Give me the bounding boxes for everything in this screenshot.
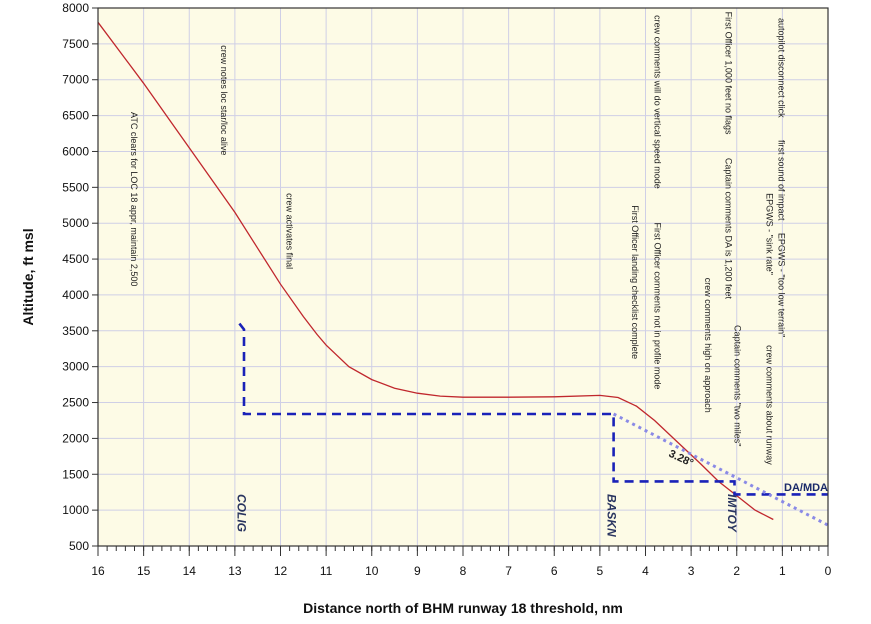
series-line-flight-path [97, 21, 774, 521]
x-tick-label: 0 [825, 564, 832, 578]
annotation-label: crew notes loc star/loc alive [219, 45, 229, 155]
x-tick-label: 10 [365, 564, 379, 578]
annotation-label: crew comments will do vertical speed mod… [653, 15, 663, 189]
grid [97, 7, 829, 547]
annotation-label: EPGWS - "too low terrain" [777, 233, 787, 337]
annotation-label: Captain comments "two miles" [732, 325, 742, 446]
y-tick-label: 6000 [62, 144, 89, 158]
annotation-label: crew comments about runway [764, 345, 774, 465]
x-tick-label: 8 [460, 564, 467, 578]
waypoint-label: BASKN [604, 494, 618, 537]
y-tick-label: 1500 [62, 467, 89, 481]
y-tick-label: 8000 [62, 1, 89, 15]
x-tick-label: 2 [733, 564, 740, 578]
y-tick-label: 6500 [62, 109, 89, 123]
x-tick-label: 16 [91, 564, 105, 578]
da-mda-label: DA/MDA [784, 482, 828, 494]
annotation-label: crew comments high on approach [703, 278, 713, 413]
y-tick-label: 4500 [62, 252, 89, 266]
axis-ticks: 16 15 14 13 12 11 10 9 8 7 6 5 4 3 2 1 05001000150020002… [62, 1, 831, 578]
y-axis-title: Altitude, ft msl [20, 228, 36, 325]
waypoint-label: COLIG [235, 494, 249, 532]
x-tick-label: 1 [779, 564, 786, 578]
y-tick-label: 7500 [62, 37, 89, 51]
x-tick-label: 3 [688, 564, 695, 578]
x-tick-label: 5 [597, 564, 604, 578]
y-tick-label: 3500 [62, 324, 89, 338]
annotations: ATC clears for LOC 18 appr, maintain 2,5… [129, 12, 787, 466]
x-axis-title: Distance north of BHM runway 18 threshol… [303, 600, 623, 616]
x-tick-label: 9 [414, 564, 421, 578]
annotation-label: First Officer comments not in profile mo… [653, 222, 663, 389]
x-tick-label: 13 [228, 564, 242, 578]
x-tick-label: 7 [505, 564, 512, 578]
annotation-label: first sound of impact [777, 140, 787, 221]
annotation-label: EPGWS - "sink rate" [764, 193, 774, 275]
x-tick-label: 14 [183, 564, 197, 578]
y-tick-label: 7000 [62, 73, 89, 87]
y-tick-label: 1000 [62, 503, 89, 517]
y-tick-label: 3000 [62, 360, 89, 374]
annotation-label: Captain comments DA is 1,200 feet [723, 158, 733, 300]
waypoints: COLIG BASKN IMTOY [235, 494, 739, 537]
annotation-label: First Officer 1,000 feet no flags [723, 12, 733, 135]
x-tick-label: 12 [274, 564, 288, 578]
annotation-label: crew activates final [284, 193, 294, 269]
waypoint-label: IMTOY [725, 494, 739, 533]
series-line-glide-path [612, 412, 829, 527]
x-tick-label: 15 [137, 564, 151, 578]
x-tick-label: 4 [642, 564, 649, 578]
y-tick-label: 5500 [62, 180, 89, 194]
x-tick-label: 6 [551, 564, 558, 578]
annotation-label: First Officer landing checklist complete [630, 205, 640, 359]
annotation-label: autopilot disconnect click [777, 18, 787, 118]
plot-frame [97, 7, 829, 547]
series [97, 21, 829, 527]
y-tick-label: 500 [69, 539, 89, 553]
x-tick-label: 11 [320, 564, 333, 578]
y-tick-label: 2500 [62, 396, 89, 410]
annotation-label: ATC clears for LOC 18 appr, maintain 2,5… [129, 112, 139, 286]
series-line-approach-step-down-altitudes [238, 322, 828, 496]
y-tick-label: 4000 [62, 288, 89, 302]
y-tick-label: 5000 [62, 216, 89, 230]
y-tick-label: 2000 [62, 431, 89, 445]
